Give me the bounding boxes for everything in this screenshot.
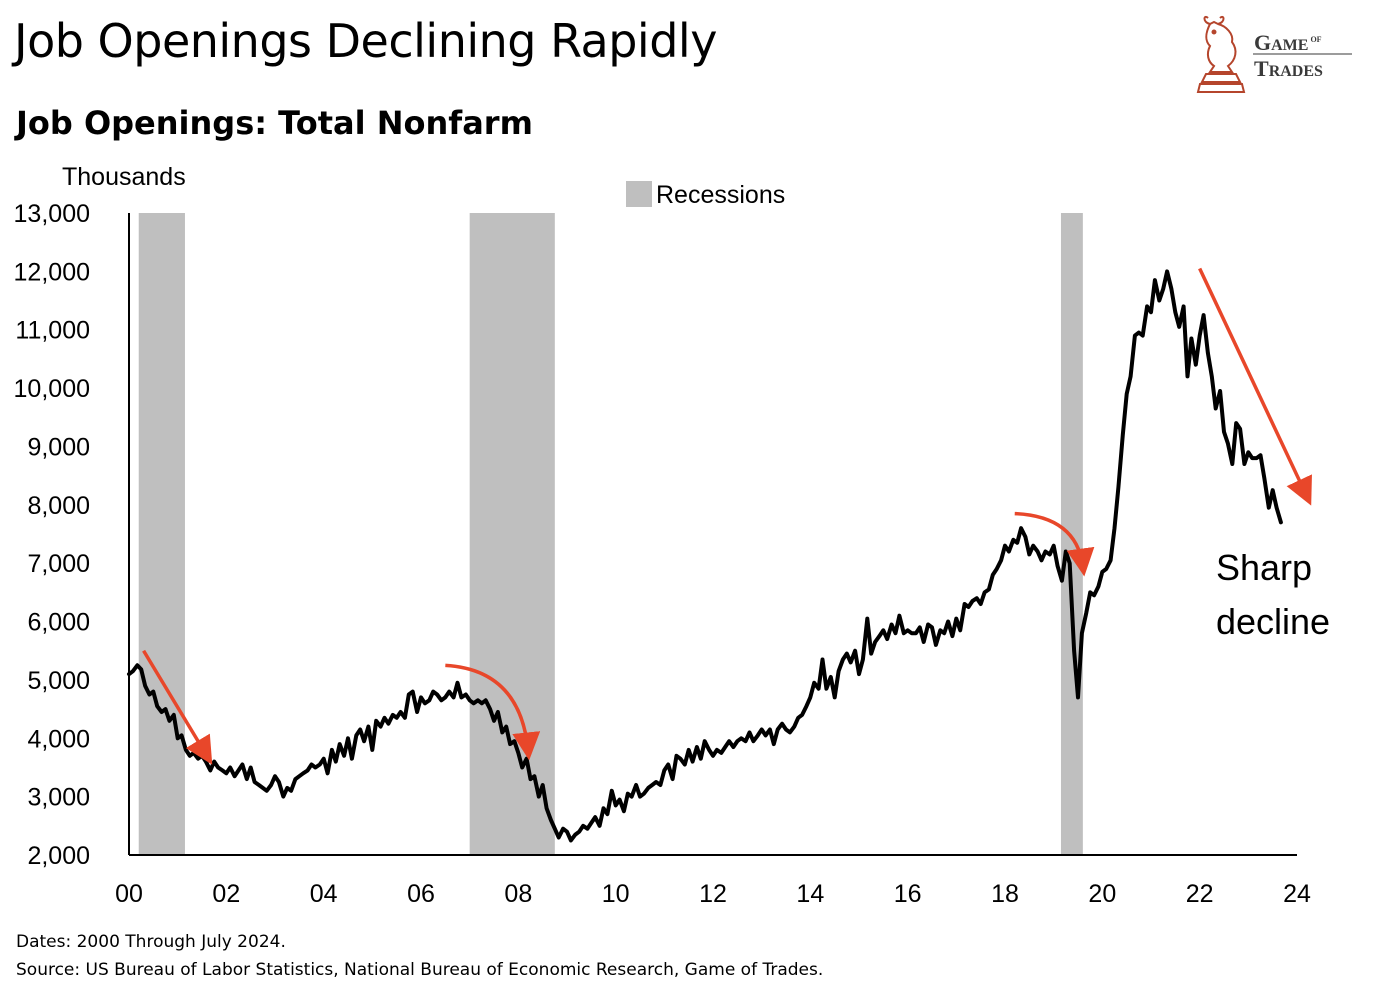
recession-band (1060, 213, 1083, 855)
x-tick-label: 22 (1186, 880, 1214, 908)
logo-g: G (1254, 30, 1271, 55)
trend-arrow (1014, 511, 1095, 577)
x-tick-label: 00 (115, 880, 143, 908)
x-tick-label: 10 (602, 880, 630, 908)
footer-source: Source: US Bureau of Labor Statistics, N… (16, 960, 824, 980)
y-tick-label: 10,000 (14, 375, 90, 403)
recession-band (138, 213, 185, 855)
svg-text:TRADES: TRADES (1254, 56, 1323, 81)
x-tick-label: 12 (699, 880, 727, 908)
annotation-sharp-decline: Sharp (1216, 547, 1312, 588)
trend-arrow (1198, 267, 1312, 506)
x-tick-label: 08 (504, 880, 532, 908)
series-line-job-openings (127, 269, 1283, 843)
y-tick-label: 2,000 (27, 842, 90, 870)
x-tick-label: 02 (212, 880, 240, 908)
legend-swatch-recessions (626, 181, 652, 207)
y-tick-label: 11,000 (15, 317, 90, 345)
y-tick-label: 9,000 (27, 433, 90, 461)
y-tick-label: 4,000 (27, 725, 90, 753)
recession-band (469, 213, 555, 855)
y-tick-label: 3,000 (27, 784, 90, 812)
chart-subtitle: Job Openings: Total Nonfarm (16, 104, 533, 142)
game-of-trades-logo: GAME OF TRADES (1196, 15, 1352, 93)
x-tick-label: 24 (1283, 880, 1311, 908)
y-tick-label: 7,000 (27, 550, 90, 578)
y-tick-label: 12,000 (14, 258, 90, 286)
legend-label-recessions: Recessions (656, 181, 785, 209)
y-tick-label: 8,000 (27, 492, 90, 520)
x-tick-label: 06 (407, 880, 435, 908)
bull-knight-icon (1196, 15, 1246, 93)
x-tick-label: 16 (894, 880, 922, 908)
x-tick-label: 04 (310, 880, 338, 908)
page-title: Job Openings Declining Rapidly (14, 14, 717, 68)
y-tick-label: 5,000 (27, 667, 90, 695)
logo-rades: RADES (1269, 63, 1323, 80)
trend-arrow (445, 663, 541, 761)
y-axis-unit-label: Thousands (62, 163, 186, 191)
x-tick-label: 14 (796, 880, 824, 908)
annotation-sharp-decline: decline (1216, 601, 1330, 642)
logo-of: OF (1310, 35, 1321, 44)
x-tick-label: 18 (991, 880, 1019, 908)
logo-t: T (1254, 56, 1269, 81)
footer-dates: Dates: 2000 Through July 2024. (16, 932, 286, 952)
logo-ame: AME (1271, 37, 1308, 54)
y-tick-label: 13,000 (14, 200, 90, 228)
y-tick-label: 6,000 (27, 609, 90, 637)
x-tick-label: 20 (1088, 880, 1116, 908)
trend-arrow (142, 649, 213, 765)
